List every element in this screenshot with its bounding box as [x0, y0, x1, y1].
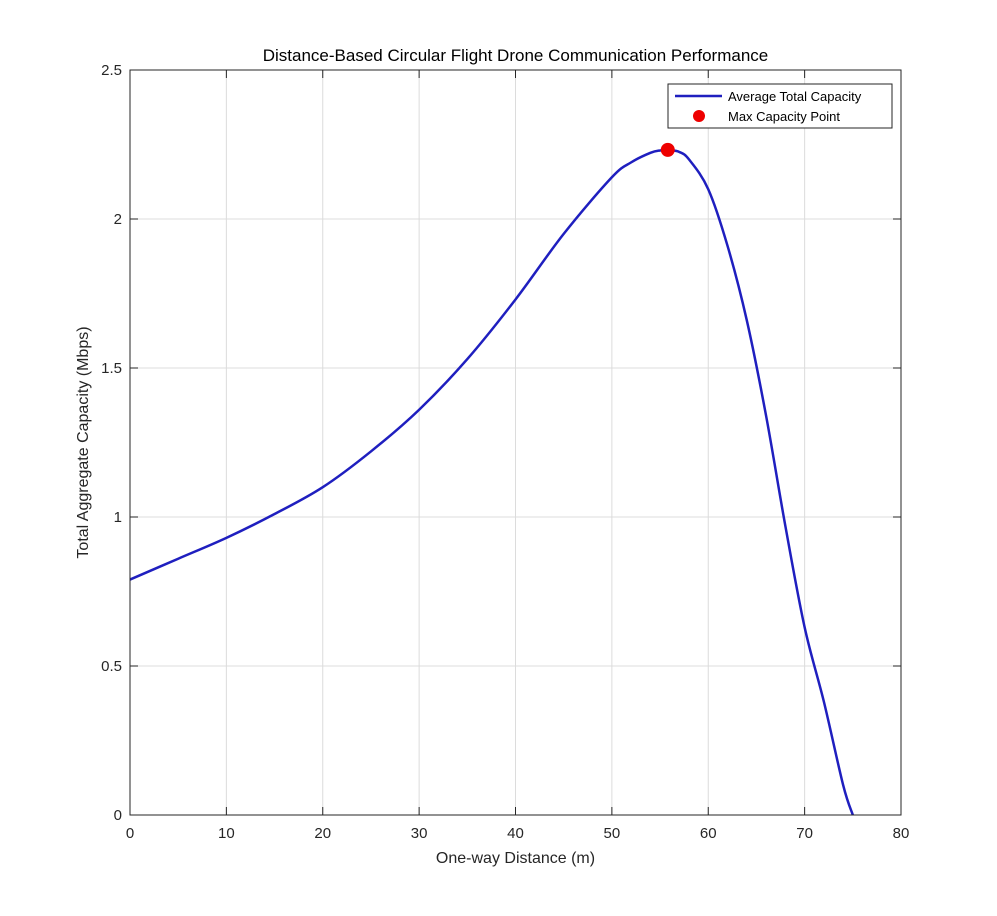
- legend: Average Total Capacity Max Capacity Poin…: [667, 83, 893, 129]
- chart-title: Distance-Based Circular Flight Drone Com…: [263, 46, 768, 65]
- legend-box: [667, 83, 893, 129]
- series-line-average-total-capacity: [129, 148, 854, 816]
- grid: [130, 70, 901, 815]
- tick-labels: 0 10 20 30 40 50 60 70 80 0 0.5 1 1.5 2 2.5: [101, 62, 909, 842]
- y-tick-label: 0.5: [101, 658, 122, 675]
- y-tick-label: 2: [114, 211, 122, 228]
- x-tick-label: 0: [126, 825, 134, 842]
- x-tick-label: 60: [700, 825, 717, 842]
- y-tick-label: 1: [114, 509, 122, 526]
- max-capacity-point-marker: [660, 142, 675, 157]
- legend-label-average-total-capacity: Average Total Capacity: [728, 89, 862, 104]
- x-tick-label: 20: [314, 825, 331, 842]
- x-tick-label: 10: [218, 825, 235, 842]
- x-axis-label: One-way Distance (m): [436, 850, 595, 867]
- x-tick-label: 40: [507, 825, 524, 842]
- x-tick-label: 50: [604, 825, 621, 842]
- y-tick-label: 2.5: [101, 62, 122, 79]
- data-series: [129, 142, 854, 816]
- y-tick-label: 0: [114, 807, 122, 824]
- y-axis-label: Total Aggregate Capacity (Mbps): [75, 326, 92, 558]
- legend-label-max-capacity-point: Max Capacity Point: [728, 109, 840, 124]
- y-tick-label: 1.5: [101, 360, 122, 377]
- x-tick-label: 70: [796, 825, 813, 842]
- x-tick-label: 80: [893, 825, 910, 842]
- ticks: [129, 69, 902, 816]
- x-tick-label: 30: [411, 825, 428, 842]
- legend-marker-swatch: [693, 110, 705, 122]
